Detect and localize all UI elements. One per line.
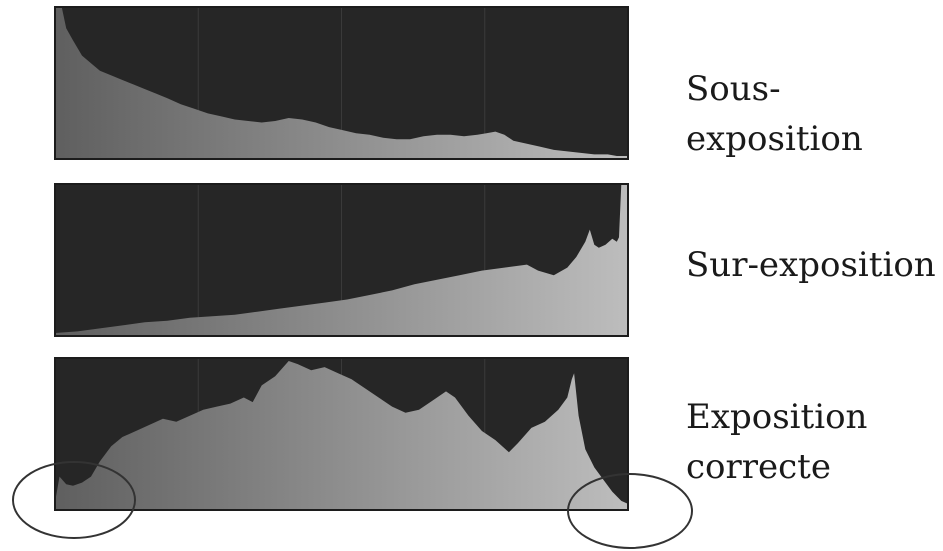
label-sous-exposition: Sous-exposition [686,69,863,159]
histogram-area-sous-exposition [55,7,628,159]
label-sur-exposition: Sur-exposition [686,245,936,285]
histogram-area-exposition-correcte [55,361,628,510]
label-exposition-correcte: Exposition correcte [686,397,868,487]
histogram-panel-sur-exposition [54,183,629,337]
histogram-panel-exposition-correcte [54,357,629,511]
histogram-frame [54,357,629,511]
histogram-area-sur-exposition [55,184,628,336]
histogram-panel-sous-exposition [54,6,629,160]
histogram-frame [54,183,629,337]
annotation-circle-right [567,473,693,549]
annotation-circle-left [12,461,136,539]
histogram-frame [54,6,629,160]
